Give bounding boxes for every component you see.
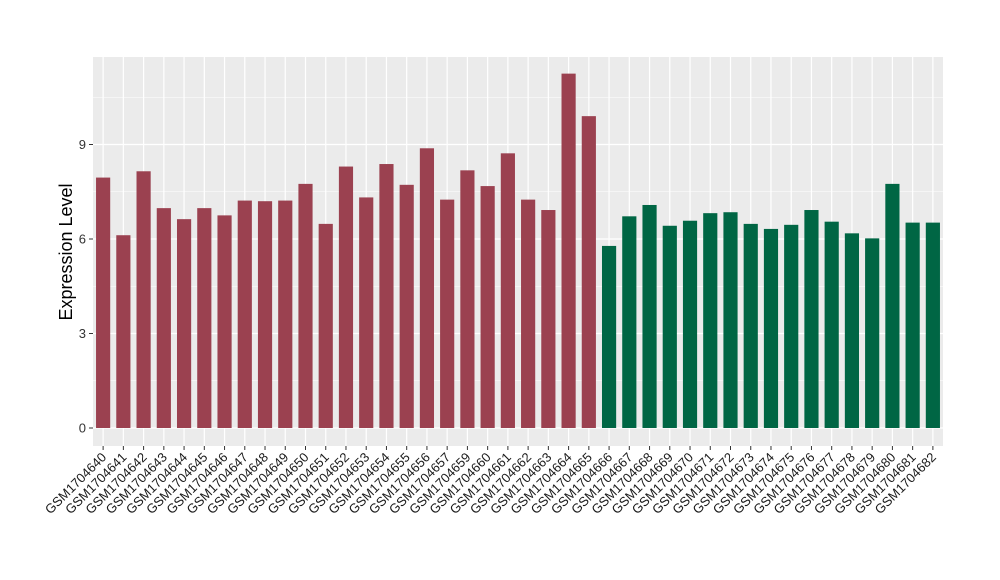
bar-GSM1704641 xyxy=(116,235,131,428)
bar-GSM1704675 xyxy=(784,224,799,428)
bar-GSM1704681 xyxy=(905,222,920,428)
bar-GSM1704659 xyxy=(460,170,475,428)
bar-GSM1704669 xyxy=(662,225,677,428)
bar-GSM1704646 xyxy=(217,215,232,428)
bar-GSM1704645 xyxy=(197,208,212,428)
bar-GSM1704647 xyxy=(237,200,252,428)
bar-GSM1704655 xyxy=(399,184,414,428)
y-tick-label: 3 xyxy=(79,326,86,341)
bar-GSM1704648 xyxy=(257,201,273,428)
bar-GSM1704660 xyxy=(480,186,495,428)
bar-GSM1704667 xyxy=(622,216,637,428)
bar-GSM1704657 xyxy=(440,199,455,428)
y-tick-label: 6 xyxy=(79,232,86,247)
bar-GSM1704676 xyxy=(804,210,819,428)
y-tick-label: 0 xyxy=(79,421,86,436)
y-axis: 0 3 6 9 xyxy=(79,137,93,436)
bar-GSM1704680 xyxy=(885,183,900,428)
bar-GSM1704640 xyxy=(96,177,111,428)
bar-GSM1704682 xyxy=(925,222,940,428)
bar-GSM1704672 xyxy=(723,212,738,428)
bar-GSM1704656 xyxy=(419,148,435,428)
bar-GSM1704653 xyxy=(359,197,374,428)
bar-GSM1704661 xyxy=(500,153,515,428)
bar-GSM1704677 xyxy=(824,221,839,428)
bar-GSM1704663 xyxy=(541,210,556,428)
x-axis: GSM1704640GSM1704641GSM1704642GSM1704643… xyxy=(42,446,939,517)
bar-GSM1704674 xyxy=(763,228,779,428)
bar-GSM1704679 xyxy=(865,238,880,428)
bar-GSM1704673 xyxy=(743,223,758,428)
bars xyxy=(96,73,940,429)
bar-GSM1704666 xyxy=(601,245,617,428)
bar-GSM1704649 xyxy=(278,200,293,428)
bar-GSM1704671 xyxy=(703,213,718,428)
bar-GSM1704670 xyxy=(682,220,698,428)
bar-GSM1704668 xyxy=(642,204,657,428)
bar-GSM1704652 xyxy=(338,166,354,429)
bar-GSM1704643 xyxy=(156,208,171,428)
plot-panel xyxy=(93,57,943,446)
bar-GSM1704642 xyxy=(136,171,151,428)
y-tick-label: 9 xyxy=(79,137,86,152)
y-axis-title: Expression Level xyxy=(56,183,76,320)
bar-GSM1704664 xyxy=(561,73,576,428)
bar-GSM1704651 xyxy=(318,223,333,428)
bar-GSM1704665 xyxy=(581,116,596,429)
bar-GSM1704662 xyxy=(521,199,536,428)
bar-GSM1704650 xyxy=(298,183,313,428)
bar-GSM1704654 xyxy=(379,164,394,428)
bar-GSM1704678 xyxy=(844,233,860,428)
panel-background xyxy=(93,57,943,446)
bar-GSM1704644 xyxy=(176,219,192,428)
